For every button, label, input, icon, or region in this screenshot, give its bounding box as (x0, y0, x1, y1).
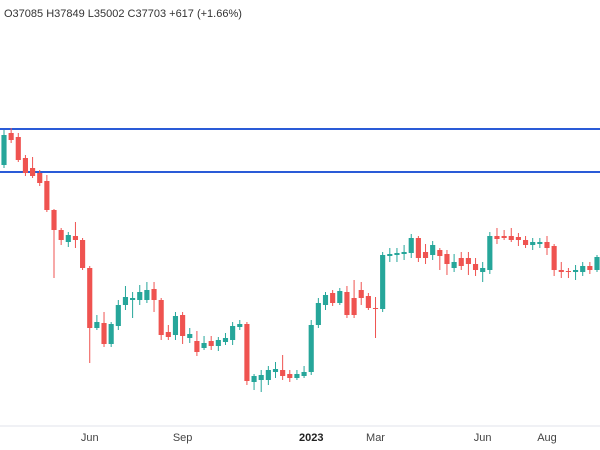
x-tick-label: Sep (173, 432, 193, 444)
candle-body (230, 326, 236, 340)
candle-body (215, 340, 221, 346)
candle-body (58, 230, 64, 240)
candle-body (37, 173, 43, 183)
candle-body (365, 296, 371, 308)
candle-body (237, 324, 243, 327)
candle-body (465, 258, 471, 264)
candle-body (480, 268, 486, 272)
candle-body (458, 258, 464, 266)
candle-body (51, 210, 57, 230)
candle-body (65, 235, 71, 242)
candle-body (222, 338, 229, 342)
candle-body (444, 254, 450, 264)
candle-body (408, 238, 414, 253)
candle-body (308, 325, 314, 372)
candle-body (437, 250, 443, 256)
candle-body (137, 292, 143, 300)
candle-body (130, 298, 136, 300)
candle-body (530, 242, 536, 245)
candle-body (15, 137, 21, 160)
candle-body (115, 305, 121, 326)
candle-body (208, 341, 214, 346)
candle-body (544, 242, 550, 248)
candle-body (151, 289, 157, 300)
candle-body (315, 303, 321, 325)
candle-body (72, 236, 79, 240)
candle-body (201, 343, 207, 348)
x-tick-label: Jun (474, 432, 492, 444)
candle-body (594, 257, 600, 270)
candle-body (487, 236, 493, 270)
candle-body (387, 254, 393, 256)
candle-body (165, 332, 171, 337)
candle-body (258, 375, 264, 380)
candle-body (430, 245, 436, 255)
candle-body (301, 372, 307, 376)
x-tick-label: Jun (81, 432, 99, 444)
candle-body (94, 322, 100, 328)
candle-body (515, 237, 521, 240)
x-tick-label: Aug (537, 432, 557, 444)
candle-body (144, 290, 150, 300)
candle-body (330, 293, 336, 303)
candle-body (80, 240, 86, 268)
candle-body (587, 266, 593, 270)
candle-body (422, 252, 429, 258)
candle-body (322, 295, 329, 305)
candle-body (122, 297, 129, 305)
candle-body (522, 240, 529, 245)
candle-body (294, 374, 300, 378)
candle-body (87, 268, 93, 328)
candle-body (280, 370, 286, 376)
candle-body (265, 370, 271, 380)
candle-body (344, 292, 350, 315)
candle-body (401, 252, 407, 254)
candle-body (494, 236, 500, 239)
candle-body (44, 181, 50, 210)
candle-body (101, 323, 107, 344)
ohlc-header: O37085 H37849 L35002 C37703 +617 (+1.66%… (4, 8, 242, 20)
candle-body (8, 133, 14, 140)
candle-body (244, 324, 250, 381)
candle-body (472, 264, 479, 270)
candle-body (351, 298, 357, 315)
candle-body (508, 236, 514, 240)
candle-body (580, 266, 586, 272)
candle-body (358, 290, 364, 298)
candle-body (415, 238, 421, 258)
candle-body (451, 262, 457, 268)
candle-body (551, 246, 557, 270)
candle-body (272, 369, 279, 372)
candle-body (251, 376, 257, 382)
candle-body (172, 316, 179, 335)
candle-body (187, 334, 193, 338)
candle-body (537, 242, 543, 244)
x-tick-label: Mar (366, 432, 385, 444)
candle-body (1, 135, 7, 165)
candle-body (565, 271, 571, 272)
candle-body (108, 324, 114, 344)
candle-body (158, 300, 164, 335)
candle-body (194, 341, 200, 352)
candle-body (372, 308, 379, 309)
candle-body (22, 158, 29, 173)
candle-body (501, 236, 507, 238)
candle-body (337, 291, 343, 303)
candle-body (380, 255, 386, 309)
candle-body (287, 374, 293, 378)
candle-body (30, 168, 36, 176)
x-tick-label: 2023 (299, 432, 323, 444)
candle-body (180, 315, 186, 336)
candle-body (394, 253, 400, 255)
candle-body (572, 270, 579, 272)
candle-body (558, 270, 564, 272)
